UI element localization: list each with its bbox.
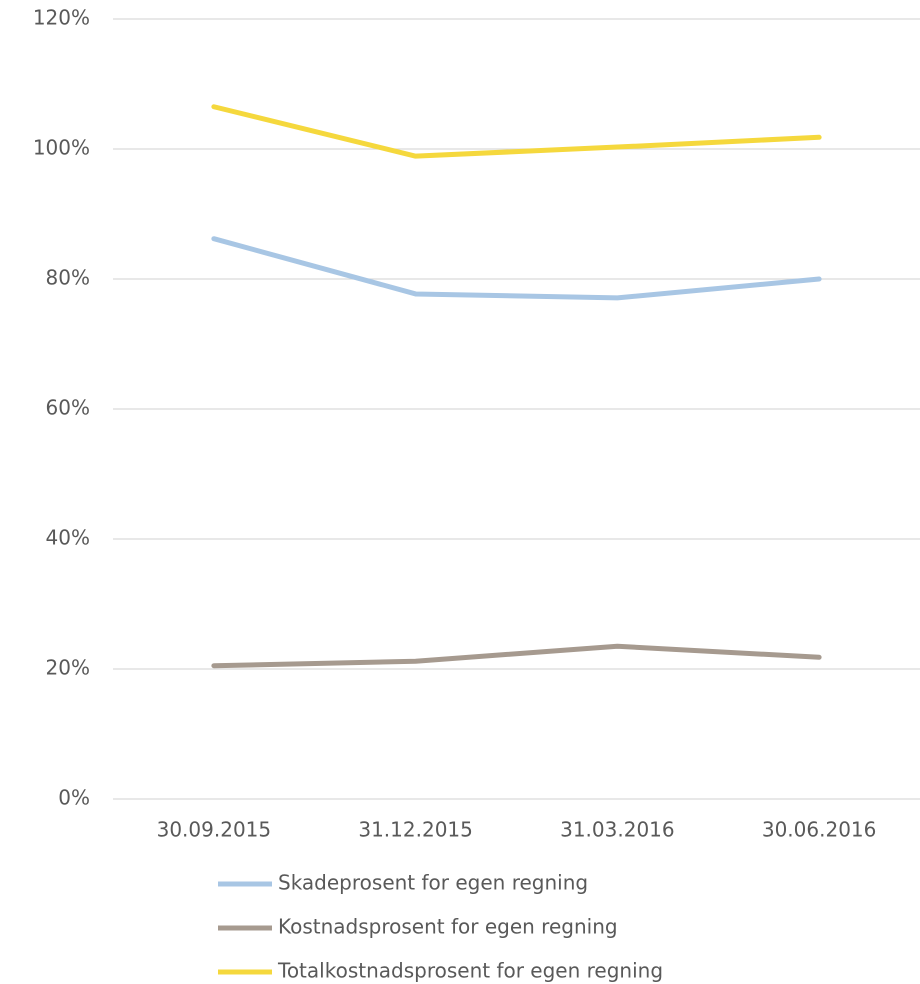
y-tick-label: 120% — [33, 6, 90, 30]
legend-label: Totalkostnadsprosent for egen regning — [277, 959, 663, 983]
series-line — [211, 236, 822, 301]
x-tick-label: 31.03.2016 — [560, 818, 675, 842]
series-line — [211, 643, 822, 669]
y-tick-label: 100% — [33, 136, 90, 160]
x-tick-label: 30.09.2015 — [157, 818, 272, 842]
legend-label: Skadeprosent for egen regning — [278, 871, 588, 895]
series-line — [211, 104, 822, 159]
y-tick-label: 20% — [46, 656, 90, 680]
x-tick-label: 30.06.2016 — [762, 818, 877, 842]
y-tick-label: 60% — [46, 396, 90, 420]
legend-label: Kostnadsprosent for egen regning — [278, 915, 618, 939]
y-tick-label: 0% — [58, 786, 90, 810]
y-tick-label: 40% — [46, 526, 90, 550]
x-tick-label: 31.12.2015 — [358, 818, 473, 842]
y-tick-label: 80% — [46, 266, 90, 290]
